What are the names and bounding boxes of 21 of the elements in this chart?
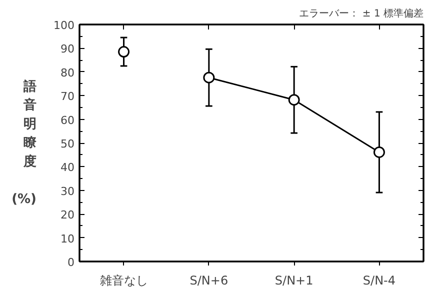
point [203, 72, 215, 84]
x-tick-label: S/N+1 [274, 274, 314, 288]
y-tick-label: 0 [68, 256, 74, 269]
y-tick-label: 70 [60, 90, 75, 104]
y-tick-label: 80 [60, 66, 75, 80]
x-tick-label: S/N+6 [190, 274, 228, 288]
y-tick-label: 10 [60, 232, 75, 246]
point [373, 146, 385, 158]
x-tick-label: S/N-4 [362, 274, 396, 288]
x-tick-label: 雑音なし [100, 274, 148, 288]
y-tick-label: 40 [60, 161, 75, 174]
y-tick-label: 100 [54, 19, 75, 32]
y-tick-label: 90 [60, 42, 75, 56]
y-tick-label: 30 [60, 184, 75, 198]
text: エラーバー： ± 1 標準偏差 [299, 8, 424, 20]
y-tick-label: 20 [60, 208, 75, 222]
y-tick-label: 60 [60, 114, 75, 127]
text: 語音明瞭度 (%) [12, 79, 37, 207]
point [118, 46, 130, 58]
y-tick-label: 50 [60, 138, 75, 150]
point [288, 94, 300, 106]
